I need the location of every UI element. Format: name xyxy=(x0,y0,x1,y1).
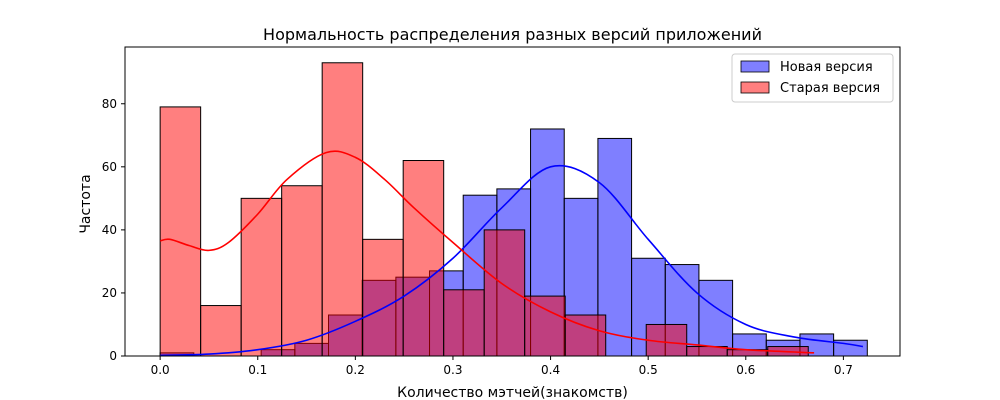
legend-label-old-version: Старая версия xyxy=(780,81,880,96)
kde-curve-old-version xyxy=(159,150,815,354)
y-tick-label: 40 xyxy=(102,223,117,237)
x-tick-label: 0.5 xyxy=(639,363,658,377)
x-tick-label: 0.7 xyxy=(834,363,853,377)
x-axis-label: Количество мэтчей(знакомств) xyxy=(397,385,628,400)
histogram-bar-old-version xyxy=(524,295,566,357)
legend-box xyxy=(731,53,894,103)
histogram-bar-old-version xyxy=(159,106,202,357)
histogram-bar-old-version xyxy=(402,160,445,357)
x-tick-label: 0.3 xyxy=(443,363,462,377)
y-tick-label: 20 xyxy=(102,286,117,300)
histogram-bar-old-version xyxy=(200,305,242,357)
kde-layer xyxy=(159,150,864,357)
legend-swatch-new-version xyxy=(740,60,770,73)
y-tick-label: 80 xyxy=(102,97,117,111)
x-tick-label: 0.0 xyxy=(151,363,170,377)
histogram-bar-old-version xyxy=(483,229,526,357)
histogram-bar-new-version xyxy=(698,279,734,357)
histogram-bar-old-version xyxy=(321,62,364,357)
x-tick-label: 0.1 xyxy=(248,363,267,377)
y-tick-label: 0 xyxy=(109,349,117,363)
y-tick-label: 60 xyxy=(102,160,117,174)
y-axis-label: Частота xyxy=(78,174,94,233)
chart-title: Нормальность распределения разных версий… xyxy=(263,25,762,44)
bars-layer xyxy=(159,62,868,357)
legend-swatch-old-version xyxy=(740,81,770,94)
x-tick-label: 0.2 xyxy=(346,363,365,377)
legend-label-new-version: Новая версия xyxy=(780,60,873,75)
y-axis-ticks: 0 20 40 60 80 xyxy=(102,97,125,363)
x-axis-ticks: 0.0 0.1 0.2 0.3 0.4 0.5 0.6 0.7 xyxy=(151,356,853,377)
x-tick-label: 0.4 xyxy=(541,363,560,377)
kde-curve-new-version xyxy=(160,164,864,357)
histogram-bar-old-version xyxy=(362,238,404,357)
x-tick-label: 0.6 xyxy=(736,363,755,377)
histogram-bar-old-version xyxy=(240,197,283,357)
plot-area-frame xyxy=(124,46,901,357)
histogram-bar-old-version xyxy=(443,289,485,357)
legend: Новая версия Старая версия xyxy=(731,53,894,103)
histogram-bar-old-version xyxy=(281,185,323,357)
